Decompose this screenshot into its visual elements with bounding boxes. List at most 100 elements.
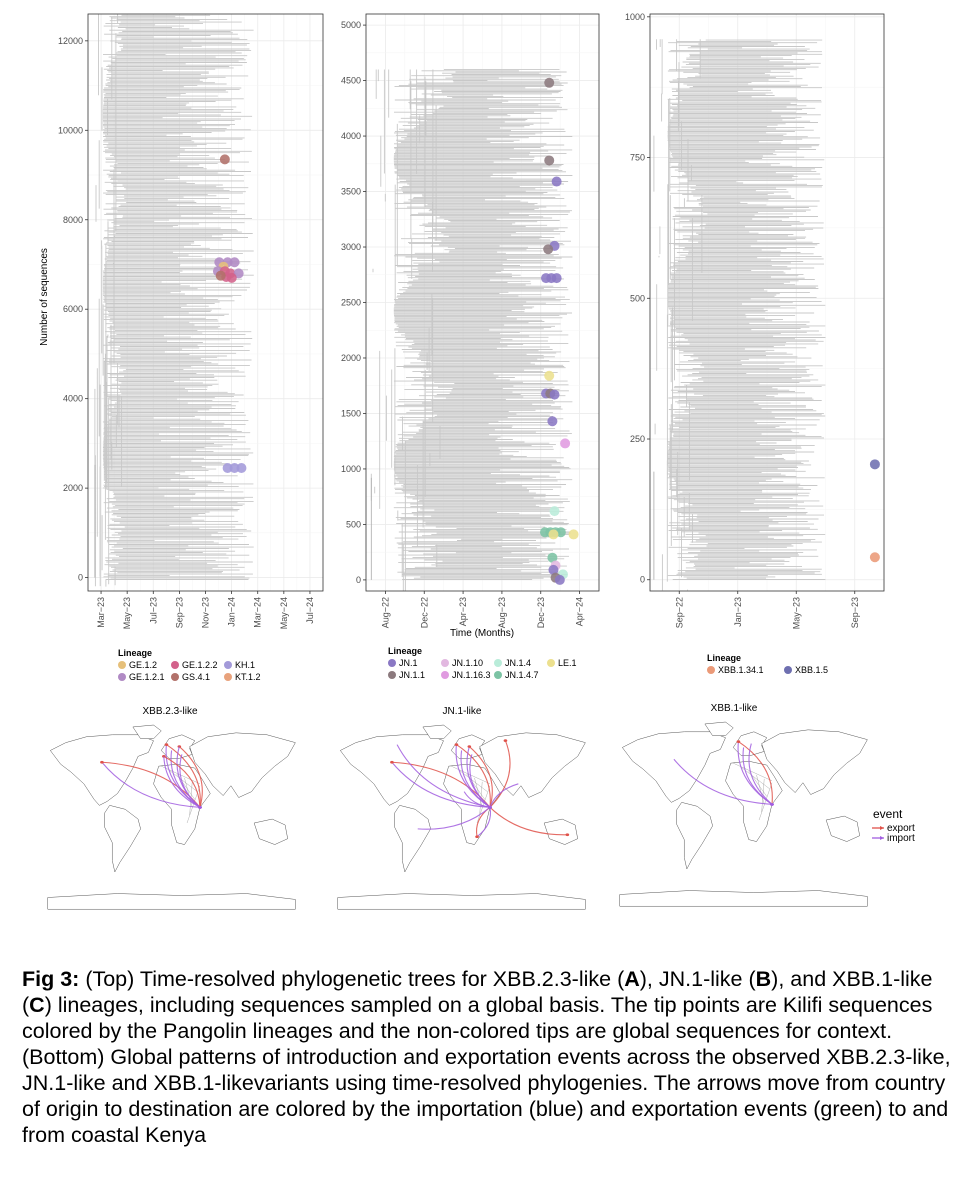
caption-seg-3: B	[755, 967, 772, 991]
tree-branches	[94, 14, 254, 587]
world-map-jn1	[338, 725, 586, 909]
legend-label: XBB.1.34.1	[718, 665, 764, 675]
plot-frame	[649, 13, 885, 592]
caption-seg-0: (Top) Time-resolved phylogenetic trees f…	[79, 967, 625, 991]
phylogenetic-tree	[653, 39, 826, 591]
caption-label: Fig 3:	[22, 967, 80, 991]
legend-label: GE.1.2.2	[182, 660, 218, 670]
y-tick-label: 1000	[341, 464, 361, 474]
import-arc	[470, 754, 490, 807]
x-tick-label: Sep−23	[850, 597, 860, 628]
continent-outline	[480, 733, 586, 798]
legend-label: GE.1.2.1	[129, 672, 165, 682]
legend-swatch	[118, 661, 126, 669]
tip-point	[869, 459, 880, 470]
x-axis-label: Time (Months)	[450, 628, 514, 639]
x-tick-label: Jul−24	[305, 597, 315, 624]
x-tick-label: Jan−24	[227, 597, 237, 627]
legend-swatch	[388, 671, 396, 679]
legend-swatch	[224, 673, 232, 681]
continent-outline	[395, 805, 431, 872]
export-arrowhead-key	[880, 826, 884, 830]
tree-branches	[653, 39, 826, 591]
tip-point	[543, 244, 554, 255]
continent-outline	[338, 894, 586, 910]
continent-outline	[105, 805, 141, 872]
legend-swatch	[171, 661, 179, 669]
continent-outline	[622, 732, 725, 803]
import-arc	[418, 807, 490, 829]
world-map-xbb23	[48, 725, 296, 909]
export-arc	[456, 745, 490, 808]
import-arc	[171, 750, 200, 807]
export-arc	[469, 747, 492, 808]
import-arrowhead-key	[880, 836, 884, 840]
legend-title: Lineage	[118, 648, 152, 658]
legend-label: XBB.1.5	[795, 665, 828, 675]
legend-swatch	[441, 659, 449, 667]
tip-point	[547, 552, 558, 563]
import-arc	[397, 745, 490, 808]
arc-endpoint	[177, 745, 182, 748]
map-legend-export: export	[887, 823, 915, 834]
country-border	[477, 786, 490, 823]
legend-label: LE.1	[558, 658, 577, 668]
continent-outline	[133, 725, 161, 739]
tip-point	[548, 529, 559, 540]
tip-point	[236, 462, 247, 473]
arc-endpoint	[503, 739, 508, 743]
legend-swatch	[784, 666, 792, 674]
phylogenetic-tree	[94, 14, 254, 587]
continent-outline	[762, 730, 868, 795]
legend-swatch	[224, 661, 232, 669]
import-arc	[490, 784, 518, 808]
y-tick-label: 500	[630, 293, 645, 303]
legend-label: JN.1.16.3	[452, 670, 491, 680]
arc-endpoint	[467, 745, 472, 748]
tip-point	[549, 389, 560, 400]
legend-label: JN.1.10	[452, 658, 483, 668]
arc-endpoint	[565, 833, 570, 837]
y-tick-label: 4000	[63, 394, 83, 404]
map-content	[338, 725, 586, 909]
legend-label: KH.1	[235, 660, 255, 670]
arc-endpoint	[164, 743, 169, 746]
export-arc	[179, 747, 202, 808]
legend-lineage-a: Lineage GE.1.2 GE.1.2.2 KH.1 GE.1.2.1 GS.4.1 K…	[118, 648, 261, 682]
y-tick-label: 0	[640, 575, 645, 585]
continent-outline	[50, 735, 153, 806]
export-arc	[738, 742, 772, 805]
x-tick-label: Sep−23	[174, 597, 184, 628]
legend-swatch	[547, 659, 555, 667]
y-tick-label: 250	[630, 434, 645, 444]
map-content	[620, 722, 868, 906]
continent-outline	[733, 732, 767, 756]
legend-swatch	[441, 671, 449, 679]
continent-outline	[340, 735, 443, 806]
country-border	[759, 783, 772, 820]
tree-panel-c: 0 250 500 750 1000 Sep−22 Jan−23 May−23 Sep−23	[625, 12, 885, 629]
x-tick-label: Apr−24	[575, 597, 585, 626]
continent-outline	[677, 802, 713, 869]
legend-label: JN.1	[399, 658, 418, 668]
y-tick-label: 8000	[63, 215, 83, 225]
tree-panel-b: 0 500 1000 1500 2000 2500 3000 3500 4000 4500 5000…	[341, 13, 600, 628]
x-tick-label: Jan−23	[733, 597, 743, 627]
x-tick-label: Aug−22	[380, 597, 390, 628]
continent-outline	[544, 819, 578, 844]
arc-endpoint	[198, 805, 202, 809]
map-legend-title: event	[873, 807, 903, 821]
y-tick-label: 4000	[341, 131, 361, 141]
y-tick-label: 10000	[58, 125, 83, 135]
arc-endpoint	[390, 760, 394, 764]
y-tick-label: 12000	[58, 36, 83, 46]
y-tick-label: 0	[78, 573, 83, 583]
tip-point	[544, 370, 555, 381]
x-tick-label: Mar−24	[253, 597, 263, 628]
map-title-xbb1: XBB.1-like	[711, 703, 758, 714]
continent-outline	[826, 816, 860, 841]
arc-endpoint	[162, 754, 166, 758]
tip-point	[229, 257, 240, 268]
map-legend: event export import	[872, 807, 915, 844]
